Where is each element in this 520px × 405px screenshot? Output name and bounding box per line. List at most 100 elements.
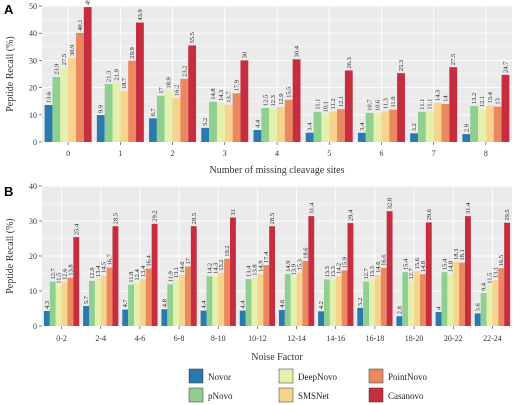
x-tick-label: 14-16: [326, 334, 345, 343]
x-tick-label: 10-12: [248, 334, 267, 343]
bar-novor: [305, 132, 314, 142]
bar-pnovo: [245, 279, 252, 326]
data-label: 15.4: [441, 258, 448, 270]
data-label: 18.6: [302, 247, 309, 259]
data-label: 29.9: [129, 47, 136, 58]
data-label: 3.2: [411, 123, 418, 131]
data-label: 3.4: [359, 122, 366, 131]
data-label: 12.1: [479, 96, 486, 107]
data-label: 19.2: [224, 245, 231, 256]
data-label: 13.9: [291, 264, 298, 275]
bar-casanovo: [292, 59, 301, 143]
bar-pointnovo: [145, 268, 152, 326]
bar-deepnovo: [60, 67, 69, 142]
data-label: 14: [442, 95, 449, 102]
y-tick-label: 50: [29, 2, 37, 11]
data-label: 13.8: [67, 264, 74, 275]
bar-pointnovo: [180, 78, 189, 142]
bar-novor: [43, 310, 50, 326]
data-label: 4.7: [122, 299, 129, 308]
data-label: 16.2: [173, 85, 180, 96]
data-label: 11.9: [167, 271, 174, 282]
data-label: 4.4: [240, 300, 247, 309]
data-label: 15.9: [342, 257, 349, 268]
bar-pnovo: [209, 101, 217, 142]
bar-smsnet: [257, 273, 264, 326]
data-label: 30.9: [69, 45, 76, 56]
bar-pointnovo: [389, 109, 398, 142]
legend-swatch-pnovo: [188, 387, 204, 403]
y-tick-label: 20: [29, 84, 37, 93]
bar-casanovo: [112, 226, 119, 326]
data-label: 23.2: [181, 66, 188, 77]
x-tick-label: 4-6: [135, 334, 146, 343]
bar-deepnovo: [447, 274, 454, 326]
y-axis-title: Peptide Recall (%): [5, 36, 16, 112]
bar-smsnet: [374, 274, 381, 326]
data-label: 14.8: [210, 88, 217, 99]
bar-pointnovo: [459, 262, 465, 326]
bar-smsnet: [224, 104, 233, 142]
data-label: 9.4: [481, 282, 488, 291]
bar-casanovo: [188, 45, 197, 142]
bar-novor: [161, 309, 168, 326]
data-label: 13.6: [46, 91, 53, 103]
bar-casanovo: [425, 222, 432, 326]
data-label: 12.5: [262, 95, 269, 106]
bar-novor: [253, 130, 262, 142]
data-label: 14.3: [435, 90, 442, 101]
bar-novor: [44, 105, 53, 142]
data-label: 49.6: [85, 0, 92, 5]
bar-novor: [239, 310, 246, 326]
bar-deepnovo: [112, 82, 121, 142]
data-label: 13.4: [95, 265, 102, 277]
data-label: 28.5: [112, 213, 119, 224]
bar-pointnovo: [184, 266, 191, 326]
data-label: 30.4: [294, 45, 301, 57]
y-tick-label: 20: [29, 252, 37, 261]
bar-casanovo: [397, 73, 405, 142]
data-label: 13.7: [226, 91, 233, 103]
data-label: 43.9: [137, 9, 144, 20]
bar-casanovo: [136, 22, 144, 143]
bar-casanovo: [308, 216, 315, 326]
data-label: 11.3: [382, 98, 389, 109]
bar-novor: [96, 115, 105, 142]
bar-pointnovo: [67, 277, 74, 326]
data-label: 12.3: [270, 95, 277, 106]
x-tick-label: 12-14: [287, 334, 306, 343]
data-label: 14.6: [179, 261, 186, 273]
data-label: 21.3: [106, 71, 113, 82]
data-label: 10.7: [367, 99, 374, 111]
bar-deepnovo: [290, 277, 297, 326]
bar-deepnovo: [212, 275, 219, 326]
x-tick-label: 16-18: [366, 334, 385, 343]
bar-novor: [357, 132, 366, 142]
data-label: 14.2: [336, 263, 343, 274]
data-label: 15.6: [414, 257, 421, 269]
data-label: 11.1: [427, 99, 434, 110]
bar-pointnovo: [419, 274, 426, 326]
bar-casanovo: [344, 70, 353, 142]
bar-pointnovo: [498, 268, 505, 326]
bar-novor: [318, 311, 324, 326]
data-label: 13.8: [251, 264, 258, 275]
bar-novor: [410, 133, 418, 142]
bar-deepnovo: [478, 109, 486, 142]
bar-pnovo: [128, 284, 135, 326]
bar-casanovo: [83, 7, 92, 143]
bar-smsnet: [179, 274, 185, 326]
bar-smsnet: [453, 261, 460, 326]
bar-casanovo: [73, 237, 80, 326]
bar-pointnovo: [341, 270, 348, 326]
data-label: 11.9: [390, 96, 397, 107]
bar-smsnet: [218, 272, 225, 326]
y-tick-label: 30: [29, 217, 37, 226]
data-label: 13.4: [140, 265, 147, 277]
data-label: 4.6: [279, 299, 286, 308]
data-label: 14.8: [447, 261, 454, 272]
data-label: 17.9: [234, 80, 241, 91]
bar-casanovo: [449, 67, 458, 142]
panel-a: A0102030405013.623.927.530.940.149.609.9…: [4, 0, 512, 176]
data-label: 16.4: [146, 254, 153, 266]
